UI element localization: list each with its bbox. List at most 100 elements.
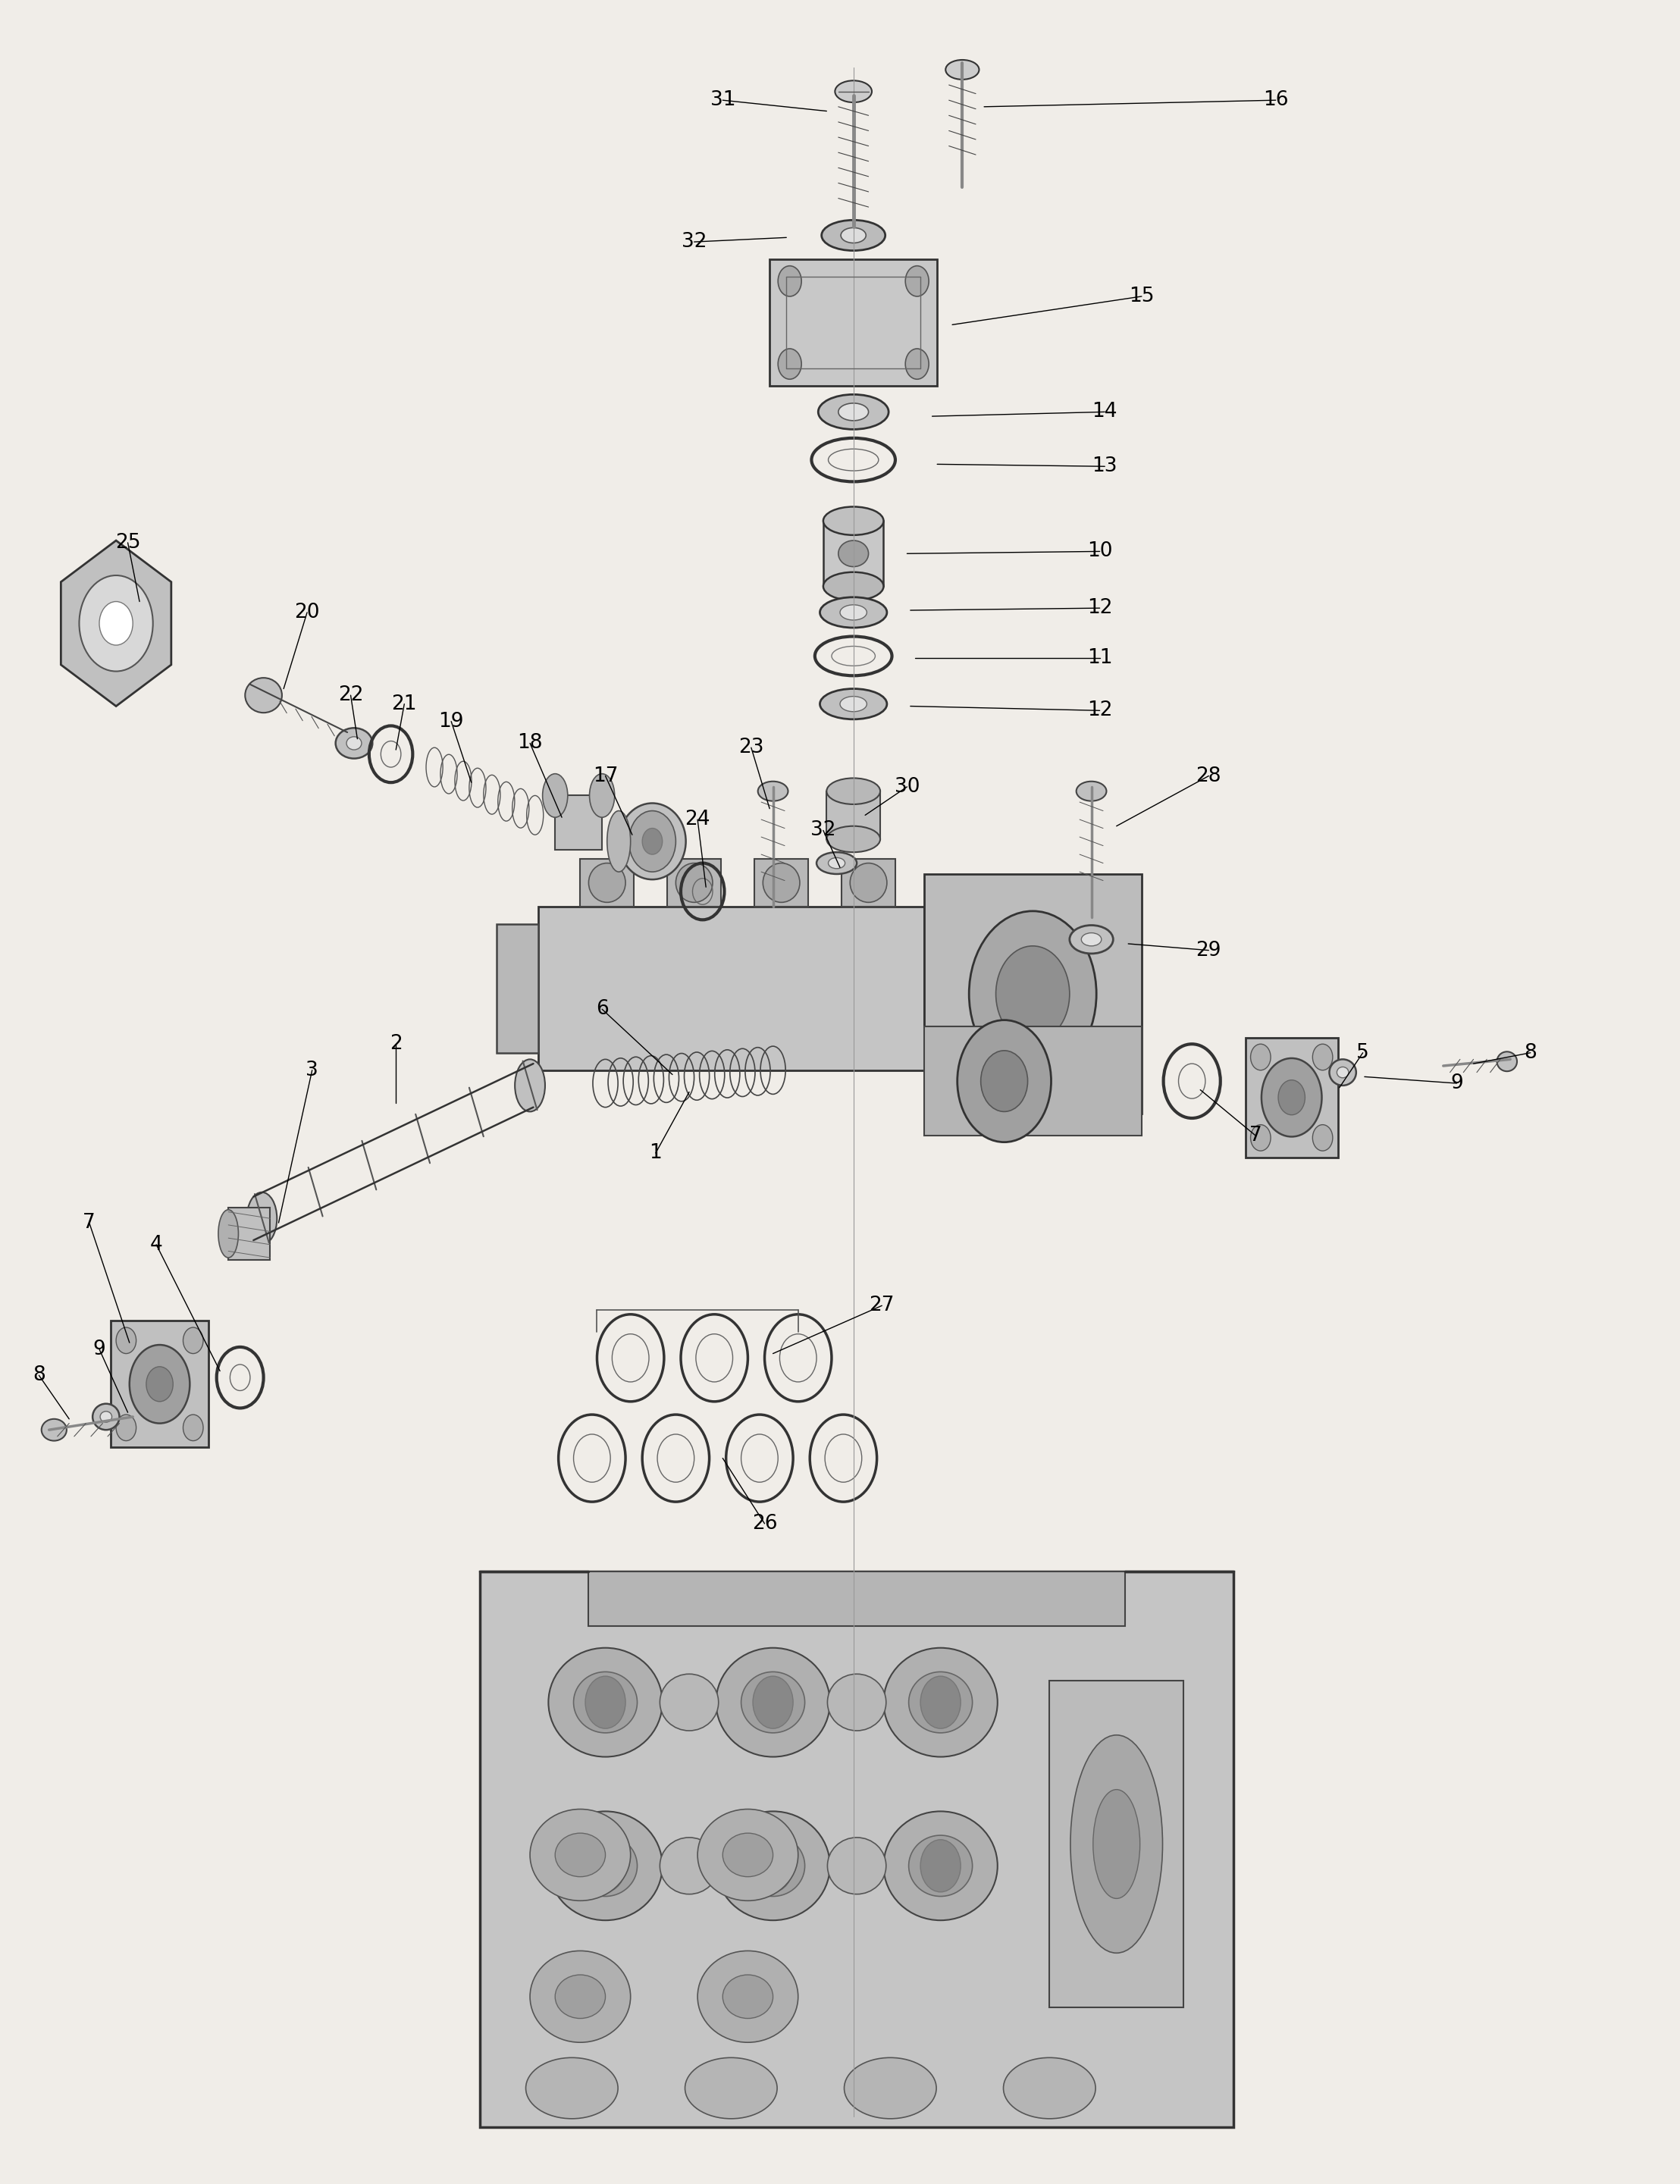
Text: 8: 8 [32,1365,45,1385]
Ellipse shape [820,596,887,627]
Text: 19: 19 [438,712,464,732]
Ellipse shape [554,1832,605,1876]
Ellipse shape [763,863,800,902]
Circle shape [753,1839,793,1891]
Ellipse shape [1082,933,1102,946]
Ellipse shape [590,773,615,817]
Circle shape [906,266,929,297]
Text: 15: 15 [1129,286,1154,306]
Circle shape [906,349,929,380]
Text: 32: 32 [682,232,707,251]
Ellipse shape [606,810,630,871]
Ellipse shape [827,778,880,804]
Text: 10: 10 [1087,542,1112,561]
Bar [1245,1037,1337,1158]
Bar [769,260,937,387]
Bar [667,858,721,906]
Ellipse shape [1497,1053,1517,1072]
Circle shape [778,349,801,380]
Ellipse shape [741,1671,805,1732]
Ellipse shape [245,677,282,712]
Circle shape [585,1675,625,1728]
Ellipse shape [1337,1068,1349,1079]
Circle shape [99,601,133,644]
Circle shape [778,266,801,297]
Ellipse shape [835,81,872,103]
Circle shape [628,810,675,871]
Circle shape [116,1415,136,1441]
Ellipse shape [716,1811,830,1920]
Circle shape [996,946,1070,1042]
Ellipse shape [514,1059,544,1112]
Ellipse shape [838,404,869,422]
Circle shape [921,1839,961,1891]
Ellipse shape [1077,782,1107,802]
Ellipse shape [660,1837,719,1894]
Ellipse shape [573,1835,637,1896]
Text: 14: 14 [1092,402,1117,422]
Text: 28: 28 [1196,767,1221,786]
Circle shape [981,1051,1028,1112]
Bar [827,791,880,839]
Ellipse shape [529,1808,630,1900]
Text: 20: 20 [294,603,319,622]
Text: 7: 7 [1250,1125,1262,1144]
Text: 5: 5 [1356,1044,1369,1064]
Ellipse shape [218,1210,239,1258]
Text: 7: 7 [82,1212,96,1232]
Bar [228,1208,270,1260]
Ellipse shape [543,773,568,817]
Bar [480,1572,1233,2127]
Ellipse shape [850,863,887,902]
Ellipse shape [946,59,979,79]
Ellipse shape [818,395,889,430]
Text: 9: 9 [1450,1072,1463,1094]
Circle shape [1250,1125,1270,1151]
Text: 2: 2 [390,1035,402,1055]
Text: 11: 11 [1087,649,1112,668]
Text: 24: 24 [685,810,711,830]
Bar [497,924,538,1053]
Ellipse shape [722,1832,773,1876]
Bar [111,1321,208,1448]
Circle shape [1262,1059,1322,1136]
Ellipse shape [548,1811,662,1920]
Text: 12: 12 [1087,598,1112,618]
Ellipse shape [827,826,880,852]
Circle shape [585,1839,625,1891]
Ellipse shape [660,1673,719,1730]
Circle shape [129,1345,190,1424]
Ellipse shape [548,1649,662,1756]
Bar [538,906,924,1070]
Text: 9: 9 [92,1339,106,1358]
Bar [1050,1679,1183,2007]
Ellipse shape [840,227,865,242]
Ellipse shape [1329,1059,1356,1085]
Ellipse shape [828,1837,885,1894]
Text: 12: 12 [1087,701,1112,721]
Ellipse shape [588,863,625,902]
Ellipse shape [909,1671,973,1732]
Circle shape [183,1328,203,1354]
Ellipse shape [101,1411,113,1422]
Text: 6: 6 [596,1000,608,1020]
Ellipse shape [1094,1789,1141,1898]
Ellipse shape [838,539,869,566]
Text: 16: 16 [1263,90,1289,109]
Ellipse shape [823,507,884,535]
Text: 23: 23 [739,738,764,758]
Bar [754,858,808,906]
Ellipse shape [697,1950,798,2042]
Ellipse shape [675,863,712,902]
Text: 4: 4 [150,1234,163,1254]
Text: 1: 1 [648,1142,662,1162]
Ellipse shape [822,221,885,251]
Circle shape [79,574,153,670]
Text: 8: 8 [1524,1044,1537,1064]
Circle shape [1312,1044,1332,1070]
Text: 31: 31 [711,90,736,109]
Ellipse shape [823,572,884,601]
Ellipse shape [529,1950,630,2042]
Circle shape [116,1328,136,1354]
Text: 27: 27 [869,1295,894,1315]
